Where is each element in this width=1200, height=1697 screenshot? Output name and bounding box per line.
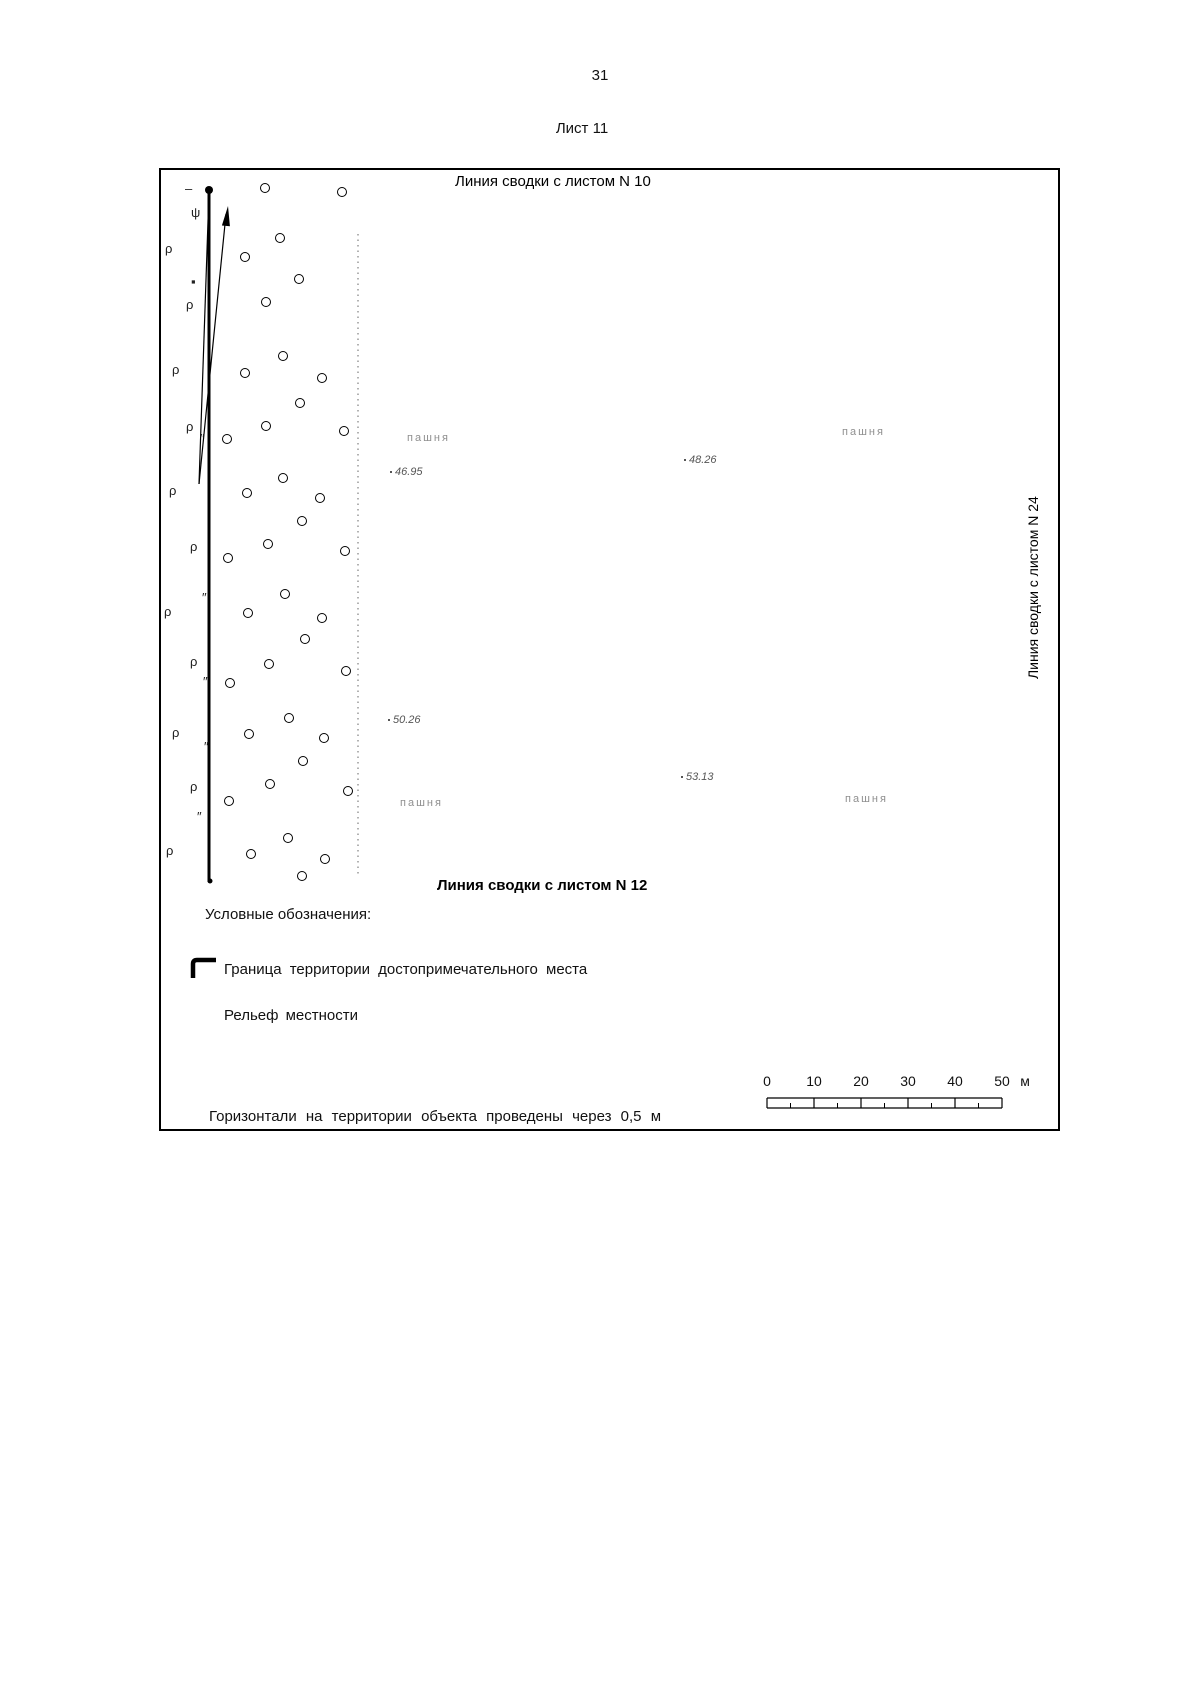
- tree-symbol: [246, 849, 256, 859]
- elevation-mark: 46.95: [390, 466, 423, 478]
- tree-symbol: [297, 871, 307, 881]
- vegetation-symbol: ρ: [172, 362, 180, 377]
- land-use-label: пашня: [407, 432, 450, 444]
- vegetation-symbol: ″: [197, 809, 202, 824]
- tree-symbol: [278, 351, 288, 361]
- tree-symbol: [339, 426, 349, 436]
- tree-symbol: [240, 252, 250, 262]
- tree-symbol: [225, 678, 235, 688]
- tree-symbol: [317, 373, 327, 383]
- vegetation-symbol: ″: [204, 739, 209, 754]
- tree-symbol: [320, 854, 330, 864]
- vegetation-symbol: ρ: [166, 843, 174, 858]
- elevation-marks-layer: 46.95 48.26 50.26 53.13: [161, 170, 1058, 1129]
- tree-symbol: [280, 589, 290, 599]
- page-number: 31: [591, 67, 609, 84]
- scale-unit: м: [1020, 1073, 1030, 1089]
- tree-symbol: [264, 659, 274, 669]
- tree-symbol: [341, 666, 351, 676]
- legend-item-boundary: Граница территории достопримечательного …: [224, 961, 588, 978]
- scale-label: 40: [947, 1073, 963, 1089]
- tree-symbol: [298, 756, 308, 766]
- tree-symbol: [260, 183, 270, 193]
- legend-title: Условные обозначения:: [205, 906, 372, 923]
- edge-label-top: Линия сводки с листом N 10: [455, 173, 651, 190]
- legend-item-relief: Рельеф местности: [224, 1007, 359, 1024]
- elevation-mark: 53.13: [681, 771, 714, 783]
- tree-symbol: [315, 493, 325, 503]
- vegetation-symbol: ρ: [186, 297, 194, 312]
- vegetation-symbol: ″: [202, 590, 207, 605]
- vegetation-symbol: ρ: [169, 483, 177, 498]
- edge-label-bottom: Линия сводки с листом N 12: [437, 877, 648, 894]
- elevation-mark: 48.26: [684, 454, 717, 466]
- tree-symbol: [295, 398, 305, 408]
- tree-symbol: [300, 634, 310, 644]
- elevation-mark: 50.26: [388, 714, 421, 726]
- tree-symbol: [294, 274, 304, 284]
- tree-symbol: [343, 786, 353, 796]
- vegetation-symbol: ▪: [191, 274, 196, 289]
- land-use-label: пашня: [400, 797, 443, 809]
- tree-symbol: [337, 187, 347, 197]
- land-use-label: пашня: [845, 793, 888, 805]
- tree-symbol: [265, 779, 275, 789]
- contour-interval-note: Горизонтали на территории объекта провед…: [209, 1108, 662, 1125]
- scale-label: 50: [994, 1073, 1010, 1089]
- tree-symbol: [340, 546, 350, 556]
- vegetation-symbol: ρ: [164, 604, 172, 619]
- tree-symbol: [243, 608, 253, 618]
- tree-symbol: [223, 553, 233, 563]
- vegetation-symbol: ″: [200, 431, 205, 446]
- tree-symbol: [275, 233, 285, 243]
- boundary-symbol-icon: [190, 957, 216, 978]
- scale-bar-labels: 0 10 20 30 40 50 м: [763, 1073, 1057, 1089]
- vegetation-symbol: ρ: [190, 779, 198, 794]
- map-frame: Линия сводки с листом N 10 Линия сводки …: [159, 168, 1060, 1131]
- vegetation-symbol: ρ: [186, 419, 194, 434]
- tree-symbol: [284, 713, 294, 723]
- tree-symbol: [222, 434, 232, 444]
- tree-symbol: [283, 833, 293, 843]
- land-use-labels-layer: пашня пашня пашня пашня: [161, 170, 1058, 1129]
- land-use-label: пашня: [842, 426, 885, 438]
- scale-label: 20: [853, 1073, 869, 1089]
- tree-symbol: [244, 729, 254, 739]
- tree-symbol: [319, 733, 329, 743]
- tree-symbol: [278, 473, 288, 483]
- vegetation-symbol: –: [185, 181, 193, 196]
- vegetation-symbol: ρ: [190, 539, 198, 554]
- vegetation-symbol: ρ: [190, 654, 198, 669]
- scale-bar: [766, 1097, 1003, 1109]
- scale-label: 30: [900, 1073, 916, 1089]
- tree-symbol: [261, 297, 271, 307]
- scale-label: 0: [763, 1073, 771, 1089]
- tree-symbol: [317, 613, 327, 623]
- tree-symbol: [297, 516, 307, 526]
- tree-symbol: [261, 421, 271, 431]
- vegetation-symbol: ρ: [172, 725, 180, 740]
- tree-symbols-layer: [161, 170, 1058, 1129]
- tree-symbol: [242, 488, 252, 498]
- vegetation-symbol: ρ: [165, 241, 173, 256]
- vegetation-symbol: ψ: [191, 205, 201, 220]
- tree-symbol: [224, 796, 234, 806]
- sheet-caption: Лист 11: [555, 120, 609, 137]
- tree-symbol: [240, 368, 250, 378]
- vegetation-symbols-layer: ψ – ρ ρ ρ ρ ρ ρ ρ ρ ρ ρ ρ ″ ″ ″ ″ ″ ▪: [161, 170, 1058, 1129]
- vegetation-symbol: ″: [203, 674, 208, 689]
- tree-symbol: [263, 539, 273, 549]
- scale-label: 10: [806, 1073, 822, 1089]
